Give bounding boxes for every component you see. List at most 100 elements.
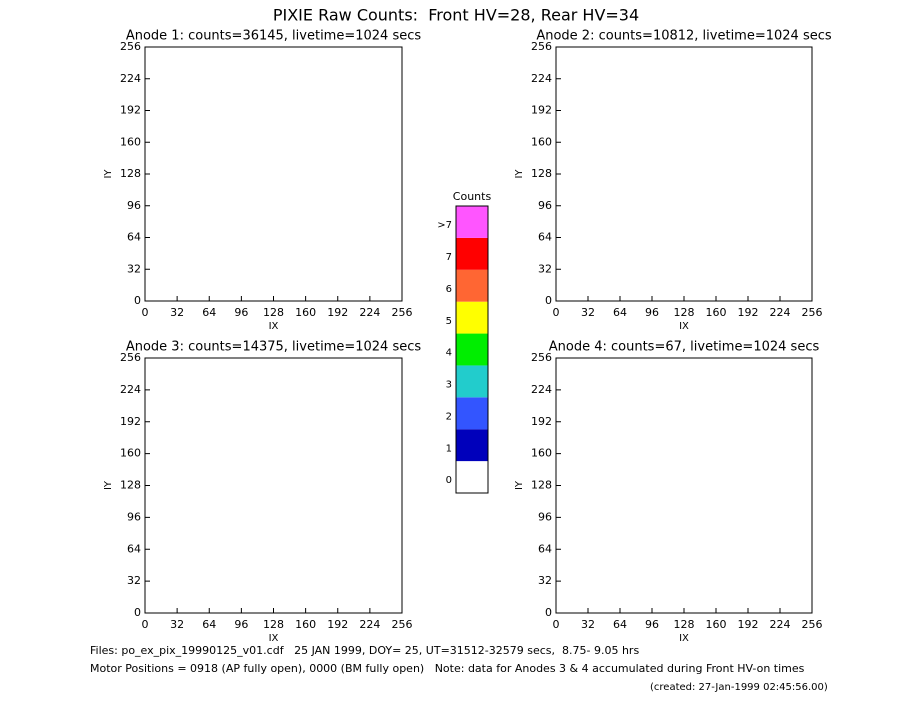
x-tick-label: 160 — [295, 306, 316, 319]
x-axis-label: IX — [269, 321, 279, 332]
x-axis-label: IX — [269, 633, 279, 644]
x-axis-label: IX — [679, 633, 689, 644]
y-tick-label: 256 — [120, 351, 141, 364]
x-tick-label: 128 — [263, 618, 284, 631]
y-tick-label: 64 — [538, 542, 552, 555]
panel-title: Anode 2: counts=10812, livetime=1024 sec… — [536, 29, 832, 44]
colorbar-cell — [456, 301, 488, 334]
x-tick-label: 224 — [359, 618, 380, 631]
y-tick-label: 96 — [538, 510, 552, 523]
panel-title: Anode 3: counts=14375, livetime=1024 sec… — [126, 340, 422, 355]
x-tick-label: 64 — [613, 306, 627, 319]
x-tick-label: 192 — [738, 618, 759, 631]
x-tick-label: 192 — [738, 306, 759, 319]
y-tick-label: 32 — [538, 262, 552, 275]
x-tick-label: 192 — [327, 306, 348, 319]
x-tick-label: 96 — [234, 306, 248, 319]
colorbar-label: 6 — [446, 284, 452, 295]
x-tick-label: 256 — [392, 618, 413, 631]
x-axis-label: IX — [679, 321, 689, 332]
x-tick-label: 160 — [706, 306, 727, 319]
colorbar-cell — [456, 461, 488, 493]
y-tick-label: 96 — [538, 199, 552, 212]
x-tick-label: 256 — [802, 306, 823, 319]
x-tick-label: 96 — [234, 618, 248, 631]
y-tick-label: 96 — [127, 199, 141, 212]
x-tick-label: 224 — [770, 618, 791, 631]
colorbar-label: >7 — [437, 220, 452, 231]
y-tick-label: 224 — [531, 383, 552, 396]
x-tick-label: 96 — [645, 618, 659, 631]
y-tick-label: 0 — [134, 294, 141, 307]
x-tick-label: 32 — [170, 618, 184, 631]
colorbar-label: 2 — [446, 411, 452, 422]
y-tick-label: 64 — [538, 231, 552, 244]
y-tick-label: 0 — [134, 606, 141, 619]
y-tick-label: 160 — [120, 135, 141, 148]
x-tick-label: 256 — [392, 306, 413, 319]
colorbar-cell — [456, 237, 488, 270]
colorbar-label: 4 — [446, 348, 452, 359]
x-tick-label: 128 — [263, 306, 284, 319]
x-tick-label: 96 — [645, 306, 659, 319]
colorbar-label: 7 — [446, 252, 452, 263]
x-tick-label: 128 — [674, 618, 695, 631]
y-tick-label: 160 — [120, 447, 141, 460]
y-axis-label: IY — [103, 169, 114, 179]
y-tick-label: 32 — [127, 262, 141, 275]
colorbar-cell — [456, 206, 488, 238]
y-tick-label: 0 — [545, 606, 552, 619]
y-tick-label: 128 — [531, 479, 552, 492]
y-axis-label: IY — [103, 480, 114, 490]
x-tick-label: 256 — [802, 618, 823, 631]
colorbar-cell — [456, 269, 488, 302]
colorbar-label: 3 — [446, 380, 452, 391]
panel-title: Anode 1: counts=36145, livetime=1024 sec… — [126, 29, 422, 44]
y-tick-label: 160 — [531, 135, 552, 148]
y-tick-label: 128 — [120, 167, 141, 180]
x-tick-label: 0 — [553, 306, 560, 319]
x-tick-label: 32 — [170, 306, 184, 319]
y-tick-label: 192 — [120, 415, 141, 428]
y-tick-label: 224 — [120, 383, 141, 396]
colorbar-cell — [456, 365, 488, 398]
x-tick-label: 224 — [359, 306, 380, 319]
x-tick-label: 0 — [553, 618, 560, 631]
y-tick-label: 128 — [120, 479, 141, 492]
x-tick-label: 192 — [327, 618, 348, 631]
y-tick-label: 256 — [120, 40, 141, 53]
panel-title: Anode 4: counts=67, livetime=1024 secs — [549, 340, 820, 355]
y-tick-label: 192 — [531, 415, 552, 428]
created-note: (created: 27-Jan-1999 02:45:56.00) — [650, 682, 828, 693]
colorbar-label: 0 — [446, 475, 452, 486]
x-tick-label: 64 — [202, 618, 216, 631]
y-tick-label: 32 — [538, 574, 552, 587]
y-tick-label: 224 — [531, 72, 552, 85]
y-axis-label: IY — [514, 169, 525, 179]
x-tick-label: 64 — [202, 306, 216, 319]
y-tick-label: 128 — [531, 167, 552, 180]
y-tick-label: 96 — [127, 510, 141, 523]
colorbar-label: 1 — [446, 443, 452, 454]
x-tick-label: 128 — [674, 306, 695, 319]
colorbar-cell — [456, 397, 488, 430]
y-tick-label: 64 — [127, 542, 141, 555]
x-tick-label: 64 — [613, 618, 627, 631]
x-tick-label: 0 — [142, 618, 149, 631]
x-tick-label: 224 — [770, 306, 791, 319]
y-tick-label: 160 — [531, 447, 552, 460]
y-tick-label: 256 — [531, 351, 552, 364]
y-tick-label: 32 — [127, 574, 141, 587]
x-tick-label: 32 — [581, 306, 595, 319]
y-tick-label: 192 — [120, 104, 141, 117]
colorbar-frame — [455, 205, 489, 494]
footer-line: Files: po_ex_pix_19990125_v01.cdf 25 JAN… — [90, 644, 639, 657]
footer-line: Motor Positions = 0918 (AP fully open), … — [90, 662, 805, 675]
y-tick-label: 256 — [531, 40, 552, 53]
colorbar-cell — [456, 333, 488, 366]
x-tick-label: 0 — [142, 306, 149, 319]
colorbar-label: 5 — [446, 316, 452, 327]
main-title: PIXIE Raw Counts: Front HV=28, Rear HV=3… — [273, 6, 639, 25]
x-tick-label: 32 — [581, 618, 595, 631]
